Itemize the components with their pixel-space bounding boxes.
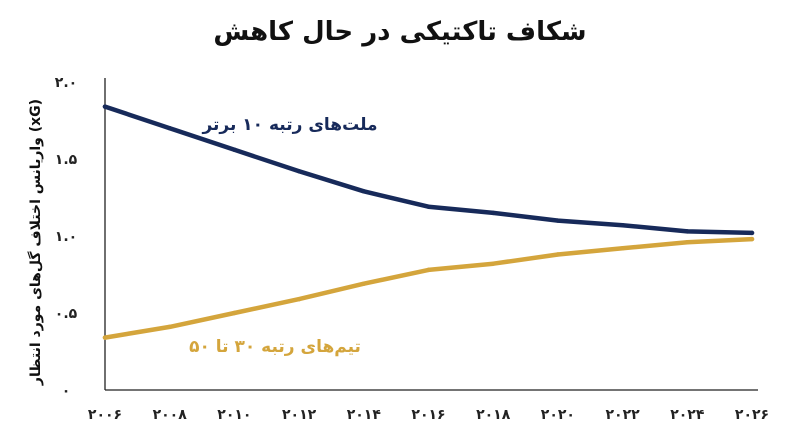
series-label-1: ملت‌های رتبه ۱۰ برتر [201,115,377,135]
data-point [232,310,237,316]
data-point [620,223,625,228]
x-tick-label: ۲۰۱۰ [217,407,251,423]
y-tick-label: ۱.۰ [55,229,77,245]
data-point [491,261,496,266]
data-point [232,147,237,152]
data-point [426,204,431,209]
x-tick-label: ۲۰۰۸ [153,407,188,423]
chart-title: شکاف تاکتیکی در حال کاهش [213,17,586,47]
series-label-2: تیم‌های رتبه ۳۰ تا ۵۰ [189,337,361,357]
data-point [426,267,431,273]
data-point [296,296,302,302]
x-tick-label: ۲۰۱۸ [476,407,511,423]
data-point [102,104,108,109]
data-point [555,218,561,223]
data-point [361,281,366,286]
x-tick-label: ۲۰۲۲ [606,407,641,423]
data-point [749,230,755,236]
data-point [167,324,172,330]
x-tick-label: ۲۰۲۶ [735,407,769,423]
y-tick-label: ۲.۰ [55,75,77,91]
x-tick-label: ۲۰۲۴ [670,407,705,423]
data-point [361,189,366,194]
ticks-layer: ۰ ۰.۵ ۱.۰ ۱.۵ ۲.۰ ۲۰۰۶ ۲۰۰۸ ۲۰۱۰ ۲۰۱۲ ۲۰۱۴ ۲۰۱۶ ۲۰۱… [55,75,769,423]
data-point [491,210,496,216]
data-point [685,239,690,245]
y-tick-label: ۱.۵ [55,152,78,168]
data-point [167,126,172,131]
data-point [296,169,302,174]
data-point [102,335,108,340]
x-tick-label: ۲۰۲۰ [541,407,575,423]
x-tick-label: ۲۰۱۲ [282,407,317,423]
data-point [620,246,625,251]
data-point [749,236,755,242]
series-labels: ملت‌های رتبه ۱۰ برتر تیم‌های رتبه ۳۰ تا ۵… [189,115,377,357]
x-tick-label: ۲۰۱۴ [347,407,382,423]
x-tick-label: ۲۰۱۶ [411,407,445,423]
series-layer [102,104,755,340]
data-point [685,229,690,234]
y-tick-label: ۰ [62,383,71,399]
x-tick-label: ۲۰۰۶ [88,407,122,423]
y-axis-title: واریانس اختلاف گل‌های مورد انتظار (xG) [27,99,44,386]
y-tick-label: ۰.۵ [55,306,78,322]
series-line-2 [102,236,755,340]
data-point [555,252,561,257]
